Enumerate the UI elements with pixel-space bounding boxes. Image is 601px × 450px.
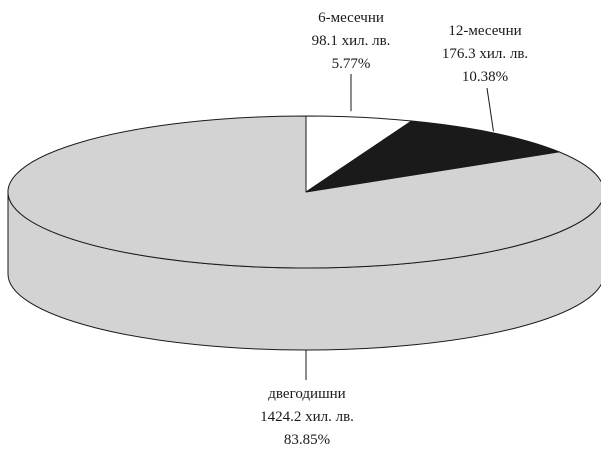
label-two-year: двегодишни 1424.2 хил. лв. 83.85%	[260, 386, 354, 448]
label-12-month-percent: 10.38%	[462, 69, 508, 85]
label-12-month-name: 12-месечни	[448, 23, 521, 39]
label-two-year-value: 1424.2 хил. лв.	[260, 409, 354, 425]
label-6-month-percent: 5.77%	[332, 56, 371, 72]
pie-slices	[7, 115, 601, 269]
slice-12-month	[305, 120, 560, 193]
label-12-month-value: 176.3 хил. лв.	[442, 46, 528, 62]
slice-two-year	[7, 115, 601, 269]
label-6-month: 6-месечни 98.1 хил. лв. 5.77%	[312, 10, 391, 72]
label-6-month-name: 6-месечни	[318, 10, 384, 26]
leader-lines	[305, 74, 494, 380]
label-two-year-name: двегодишни	[268, 386, 345, 402]
label-two-year-percent: 83.85%	[284, 432, 330, 448]
label-6-month-value: 98.1 хил. лв.	[312, 33, 391, 49]
leader-12-month	[486, 87, 494, 132]
label-12-month: 12-месечни 176.3 хил. лв. 10.38%	[442, 23, 528, 85]
